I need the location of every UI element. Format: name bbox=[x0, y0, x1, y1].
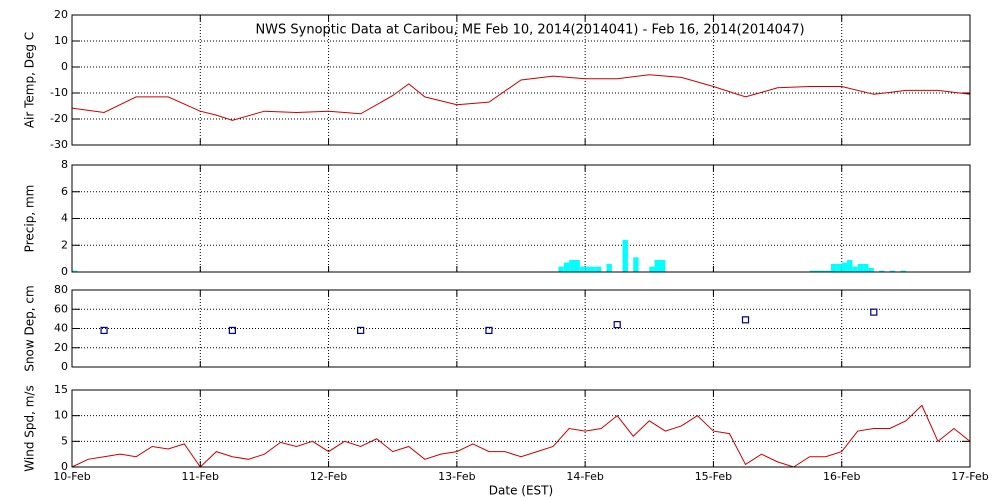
point bbox=[613, 321, 621, 329]
x-axis-label: Date (EST) bbox=[489, 484, 553, 498]
y-tick-label: 10 bbox=[54, 409, 68, 422]
y-tick-label: -30 bbox=[50, 138, 68, 151]
panel: -30 -20 -10 0 10 20 Air Temp, Deg C NWS Synopti… bbox=[23, 8, 971, 151]
y-tick-label: 6 bbox=[61, 185, 68, 198]
y-tick-label: 60 bbox=[54, 302, 68, 315]
bar bbox=[852, 266, 858, 272]
bar bbox=[868, 267, 874, 272]
bar bbox=[569, 259, 575, 272]
x-tick-label: 15-Feb bbox=[695, 470, 732, 483]
y-axis-label: Snow Dep, cm bbox=[23, 285, 37, 371]
y-axis-label: Precip, mm bbox=[23, 185, 37, 253]
bar bbox=[595, 266, 602, 272]
y-tick-label: 0 bbox=[61, 460, 68, 473]
y-tick-label: 40 bbox=[54, 322, 68, 335]
bar bbox=[606, 263, 612, 272]
y-tick-label: 15 bbox=[54, 383, 68, 396]
bar bbox=[847, 259, 853, 272]
y-tick-label: 0 bbox=[61, 360, 68, 373]
bar bbox=[72, 270, 78, 272]
bar bbox=[857, 263, 864, 272]
y-tick-label: 2 bbox=[61, 238, 68, 251]
y-tick-label: 0 bbox=[61, 60, 68, 73]
bar bbox=[809, 270, 815, 272]
x-tick-label: 16-Feb bbox=[823, 470, 860, 483]
y-tick-label: -10 bbox=[50, 86, 68, 99]
point bbox=[100, 326, 108, 335]
bar bbox=[879, 270, 885, 272]
y-tick-label: 8 bbox=[61, 158, 68, 171]
panel: 0 2 4 6 8 Precip, mm bbox=[23, 158, 971, 278]
panel: 0 5 10 15 10-Feb 11-Feb 12-Feb 13-Feb 14-Feb 15-F… bbox=[23, 383, 989, 498]
data-line bbox=[71, 404, 971, 468]
panel: 0 20 40 60 80 Snow Dep, cm bbox=[23, 283, 971, 373]
y-tick-label: 5 bbox=[61, 434, 68, 447]
x-tick-label: 14-Feb bbox=[566, 470, 603, 483]
y-tick-label: 0 bbox=[61, 265, 68, 278]
y-tick-label: 80 bbox=[54, 283, 68, 296]
bar bbox=[563, 262, 570, 272]
data-line bbox=[71, 74, 971, 121]
bar bbox=[649, 266, 655, 272]
y-axis-label: Air Temp, Deg C bbox=[23, 32, 37, 128]
bar bbox=[574, 259, 580, 272]
plot-frame bbox=[71, 164, 971, 273]
y-tick-label: 10 bbox=[54, 34, 68, 47]
point bbox=[485, 326, 493, 335]
chart-title: NWS Synoptic Data at Caribou, ME Feb 10,… bbox=[255, 23, 804, 38]
bar bbox=[579, 266, 586, 272]
bar bbox=[900, 270, 906, 272]
plot-frame bbox=[71, 14, 971, 146]
y-tick-label: 4 bbox=[61, 212, 68, 225]
x-tick-label: 11-Feb bbox=[182, 470, 219, 483]
bar bbox=[585, 266, 591, 272]
y-tick-label: 20 bbox=[54, 8, 68, 21]
point bbox=[357, 326, 365, 335]
bar bbox=[825, 270, 832, 272]
bar bbox=[831, 263, 837, 272]
bar bbox=[622, 239, 628, 272]
point bbox=[228, 326, 236, 335]
x-tick-label: 10-Feb bbox=[53, 470, 90, 483]
y-tick-label: 20 bbox=[54, 341, 68, 354]
bar bbox=[659, 259, 666, 272]
bar bbox=[889, 270, 896, 272]
bar bbox=[654, 259, 660, 272]
y-tick-label: -20 bbox=[50, 112, 68, 125]
bar bbox=[590, 266, 596, 272]
bar bbox=[820, 270, 826, 272]
plot-frame bbox=[71, 389, 971, 468]
y-axis-label: Wind Spd, m/s bbox=[23, 385, 37, 471]
bar bbox=[836, 263, 842, 272]
point bbox=[741, 316, 750, 324]
bar bbox=[863, 263, 869, 272]
bar bbox=[558, 266, 564, 272]
bar bbox=[814, 270, 821, 272]
point bbox=[870, 308, 878, 316]
x-tick-label: 17-Feb bbox=[951, 470, 988, 483]
x-tick-label: 13-Feb bbox=[438, 470, 475, 483]
bar bbox=[633, 257, 639, 272]
x-tick-label: 12-Feb bbox=[310, 470, 347, 483]
bar bbox=[841, 262, 848, 272]
plot-frame bbox=[71, 289, 971, 368]
